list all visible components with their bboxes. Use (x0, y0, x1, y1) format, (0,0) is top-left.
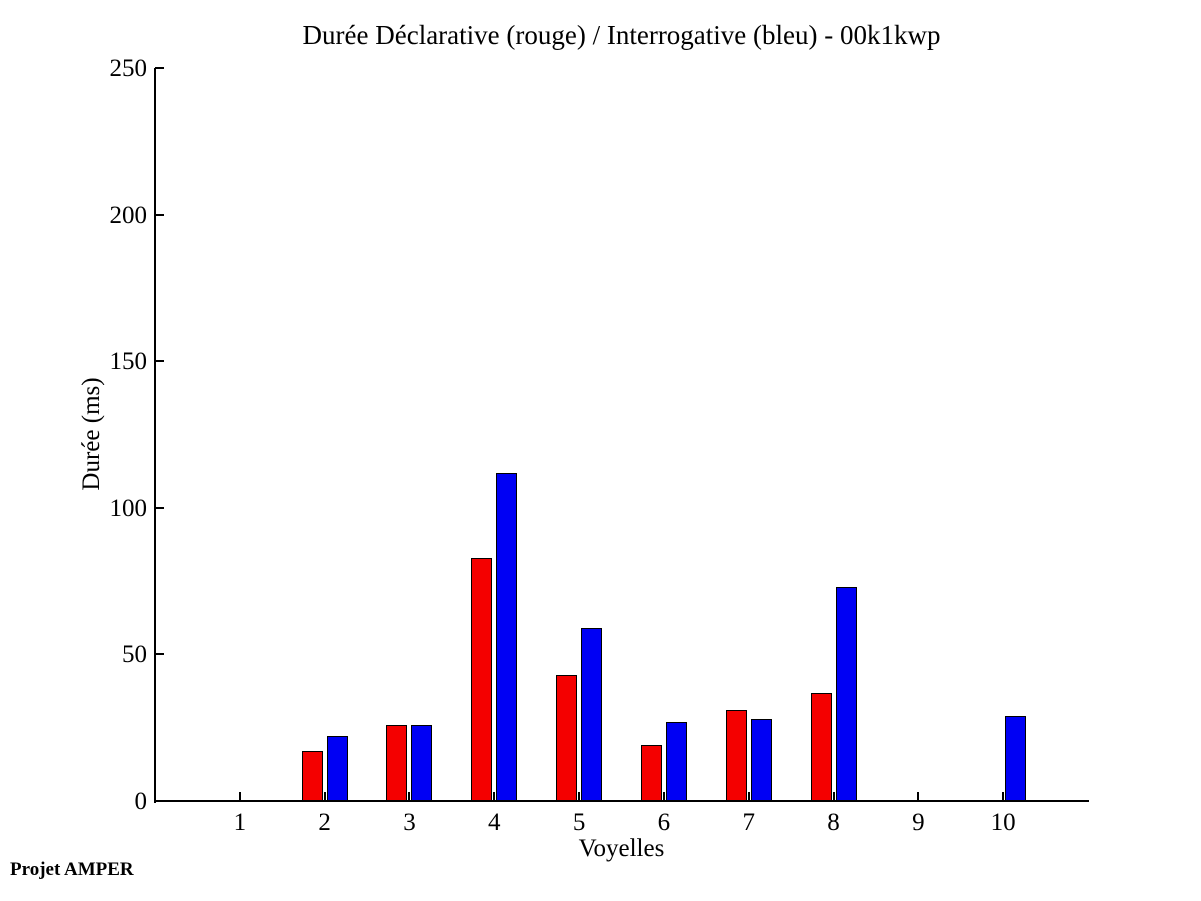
y-tick-label: 0 (134, 788, 148, 815)
y-tick (155, 67, 164, 69)
bar-interrogative-7 (750, 719, 772, 801)
y-tick (155, 653, 164, 656)
x-tick (578, 792, 581, 801)
bar-interrogative-8 (835, 587, 857, 801)
x-tick (1002, 792, 1005, 801)
y-tick-label: 250 (109, 55, 148, 82)
y-tick-label: 150 (109, 348, 148, 376)
y-tick (155, 213, 164, 216)
x-tick-label: 2 (318, 809, 331, 836)
x-axis-title: Voyelles (578, 835, 665, 862)
y-tick-label: 100 (109, 494, 148, 522)
x-tick-label: 9 (912, 809, 925, 836)
bar-interrogative-6 (665, 722, 687, 801)
x-tick-label: 7 (742, 809, 755, 836)
y-tick (155, 506, 164, 509)
bar-declarative-4 (471, 558, 493, 801)
project-footer-label: Projet AMPER (10, 859, 134, 880)
bar-interrogative-4 (496, 473, 518, 801)
x-tick-label: 8 (827, 809, 840, 836)
bar-declarative-8 (810, 693, 832, 801)
x-tick-label: 10 (990, 809, 1016, 836)
bar-declarative-2 (301, 751, 323, 801)
x-tick-label: 5 (572, 809, 586, 836)
chart-title: Durée Déclarative (rouge) / Interrogativ… (302, 20, 941, 50)
bar-declarative-3 (386, 725, 408, 801)
y-tick-label: 50 (122, 641, 147, 669)
y-tick-label: 200 (109, 201, 148, 229)
x-tick-label: 3 (403, 809, 416, 836)
bar-interrogative-2 (326, 736, 348, 801)
y-tick (155, 800, 164, 802)
x-tick-label: 6 (657, 809, 671, 836)
x-tick-label: 1 (233, 809, 247, 836)
y-axis-line (154, 68, 156, 803)
bar-declarative-6 (640, 745, 662, 801)
y-tick (155, 360, 164, 363)
x-tick (408, 792, 411, 801)
x-tick (238, 792, 241, 801)
x-tick (832, 792, 835, 801)
bar-declarative-5 (556, 675, 578, 801)
bar-interrogative-5 (581, 628, 603, 801)
bar-interrogative-3 (411, 725, 433, 801)
x-tick (917, 792, 920, 801)
y-axis-title: Durée (ms) (78, 377, 105, 491)
bar-interrogative-10 (1005, 716, 1027, 801)
x-tick-label: 4 (488, 809, 501, 836)
bar-declarative-7 (725, 710, 747, 801)
x-tick (662, 792, 665, 801)
x-axis-line (154, 800, 1089, 802)
x-tick (747, 792, 750, 801)
x-tick (323, 792, 326, 801)
x-tick (493, 792, 496, 801)
